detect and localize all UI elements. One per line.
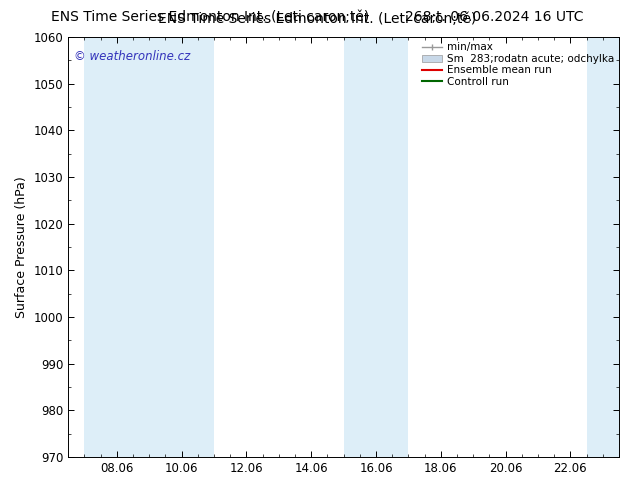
Legend: min/max, Sm  283;rodatn acute; odchylka, Ensemble mean run, Controll run: min/max, Sm 283;rodatn acute; odchylka, …	[420, 40, 616, 89]
Text: 268;t. 06.06.2024 16 UTC: 268;t. 06.06.2024 16 UTC	[404, 10, 583, 24]
Bar	[586, 37, 619, 457]
Y-axis label: Surface Pressure (hPa): Surface Pressure (hPa)	[15, 176, 28, 318]
Bar	[344, 37, 408, 457]
Bar	[149, 37, 214, 457]
Bar	[84, 37, 149, 457]
Text: ENS Time Series Edmonton Int. (Leti caron;tě): ENS Time Series Edmonton Int. (Leti caro…	[158, 12, 476, 26]
Text: © weatheronline.cz: © weatheronline.cz	[74, 50, 190, 63]
Text: ENS Time Series Edmonton Int. (Leti caron;tě): ENS Time Series Edmonton Int. (Leti caro…	[51, 10, 369, 24]
